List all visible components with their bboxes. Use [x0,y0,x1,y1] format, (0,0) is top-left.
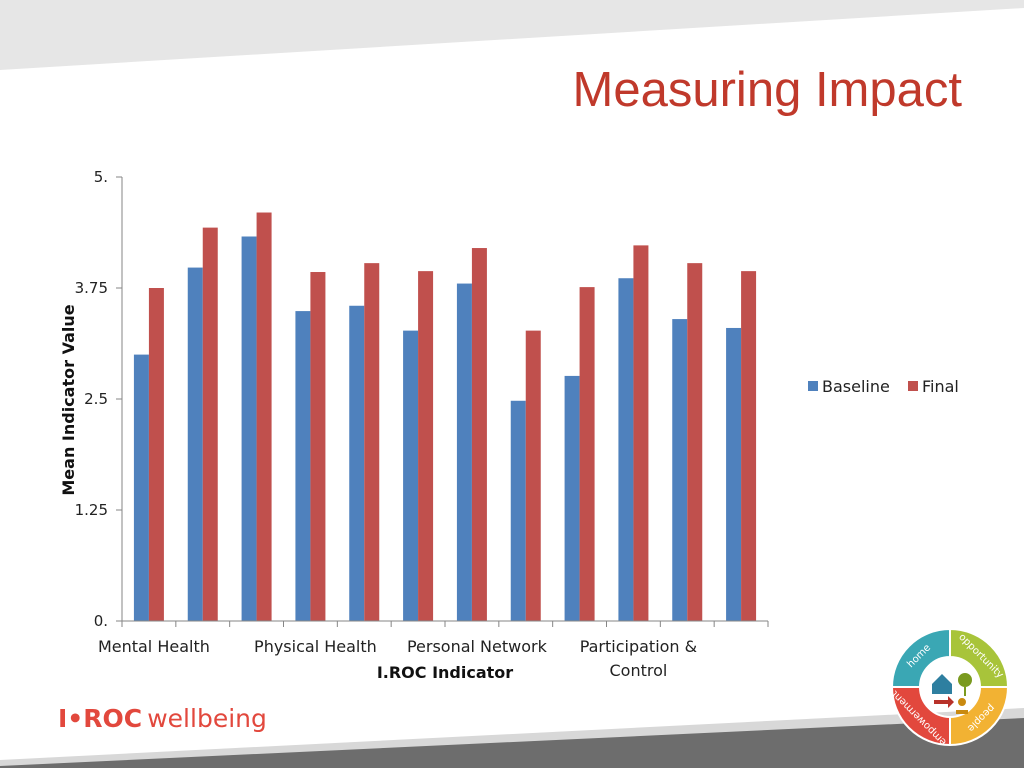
bars-layer [133,212,757,622]
bar-baseline-3 [295,311,311,621]
icon-arrows [934,696,954,708]
labels-layer: 0. 1.25 2.5 3.75 5. Mental Health Physical Hea… [59,168,697,682]
bar-final-6 [471,248,487,622]
y-axis-title: Mean Indicator Value [59,304,78,495]
category-label-0: Mental Health [98,637,210,656]
bar-final-1 [202,227,218,621]
y-tick-label-4: 5. [94,168,108,186]
bar-baseline-10 [672,319,688,621]
legend-label-final: Final [922,377,959,396]
bar-baseline-7 [510,400,526,621]
top-band [0,0,1024,70]
bar-baseline-2 [241,236,257,621]
brand-logo-mark: I•ROC [58,704,143,733]
bar-final-8 [579,287,595,621]
wheel-quadrant-people [949,686,1010,747]
y-tick-label-0: 0. [94,612,108,630]
bar-final-0 [148,288,164,621]
icon-house [932,674,952,694]
bar-final-10 [687,263,703,621]
legend-label-baseline: Baseline [822,377,890,396]
y-tick-label-1: 1.25 [75,501,108,519]
wheel-quadrant-empowerment [890,686,951,747]
bar-baseline-4 [349,305,365,621]
footer-band [0,718,1024,768]
bar-baseline-8 [564,375,580,621]
bar-final-5 [418,271,434,621]
bar-final-11 [741,271,757,621]
bar-baseline-9 [618,278,634,621]
bar-final-7 [525,330,541,621]
y-tick-label-3: 3.75 [75,279,108,297]
bar-final-3 [310,272,326,621]
bar-final-2 [256,212,272,621]
bar-baseline-11 [726,327,742,621]
legend-swatch-final [908,381,918,391]
icon-people [956,698,968,714]
bar-baseline-6 [456,283,472,621]
category-label-3: Participation & Control [580,637,697,680]
bar-baseline-5 [403,330,419,621]
bar-baseline-1 [187,267,203,621]
x-axis-title: I.ROC Indicator [377,663,513,682]
axes-layer [116,176,769,627]
category-label-1: Physical Health [254,637,377,656]
y-tick-label-2: 2.5 [84,390,108,408]
bar-baseline-0 [133,354,149,621]
category-label-2: Personal Network [407,637,548,656]
legend: Baseline Final [808,377,959,396]
legend-swatch-baseline [808,381,818,391]
bar-final-9 [633,245,649,621]
icon-tree [958,673,972,696]
page-title: Measuring Impact [572,63,962,117]
bar-final-4 [364,263,380,621]
brand-logo-word: wellbeing [147,704,267,733]
brand-logo: I•ROC wellbeing [58,704,267,738]
